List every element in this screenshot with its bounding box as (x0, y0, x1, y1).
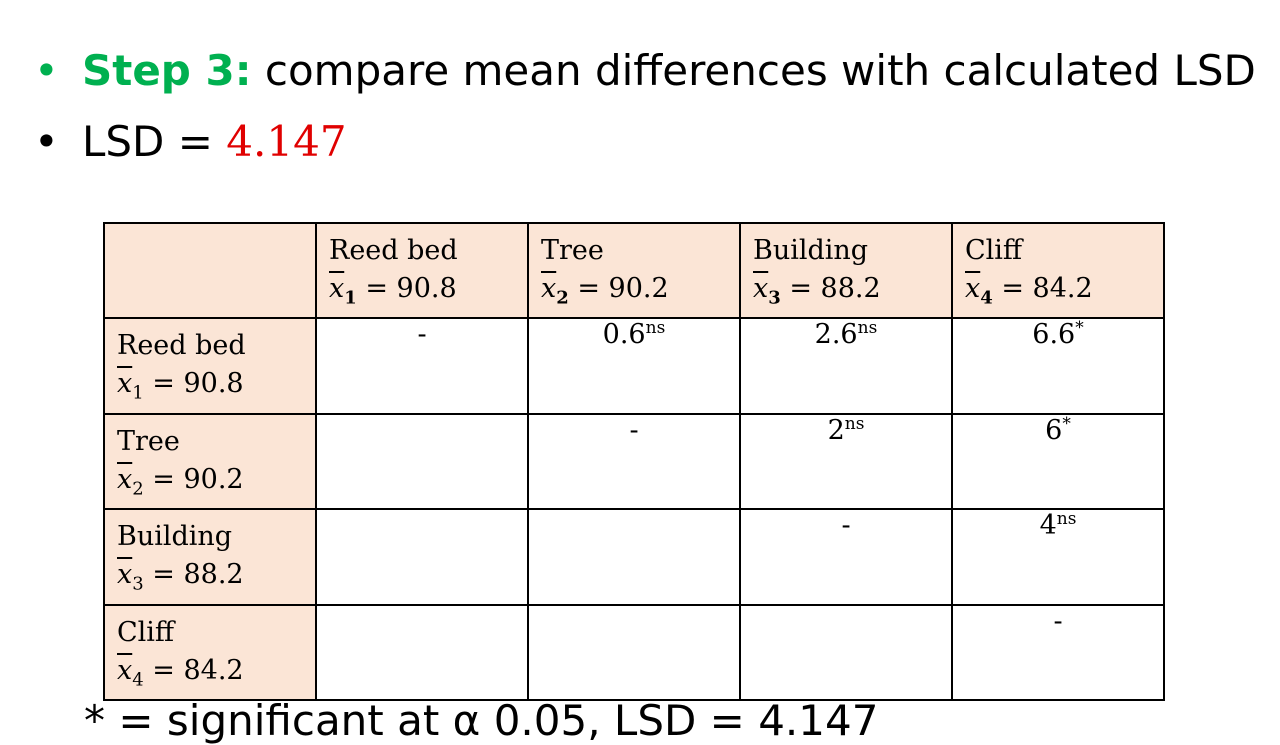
row-name: Reed bed (117, 330, 246, 362)
lsd-value: 4.147 (226, 117, 347, 166)
value-cell: 2.6ns (739, 317, 953, 415)
table-row: Reed bed x1 = 90.8 - 0.6ns 2.6ns 6.6* (103, 317, 1165, 415)
row-mean: x2 = 90.2 (117, 463, 244, 500)
column-header: Tree x2 = 90.2 (527, 221, 741, 320)
bullet-icon: • (34, 117, 59, 166)
value-cell: - (739, 508, 953, 606)
row-header: Cliff x4 = 84.2 (103, 603, 317, 701)
value-cell: 0.6ns (527, 317, 741, 415)
step-text: compare mean differences with calculated… (251, 46, 1256, 95)
row-header: Tree x2 = 90.2 (103, 412, 317, 511)
column-mean: x1 = 90.8 (329, 273, 457, 309)
value-cell: - (951, 603, 1165, 701)
table-row: Cliff x4 = 84.2 - (103, 603, 1165, 701)
row-mean: x1 = 90.8 (117, 368, 244, 404)
value-cell: - (315, 317, 529, 415)
column-mean: x3 = 88.2 (753, 273, 881, 309)
column-name: Cliff (965, 235, 1023, 266)
value-cell (315, 508, 529, 606)
corner-cell (103, 221, 317, 320)
column-name: Building (753, 235, 869, 266)
bullet-icon: • (34, 46, 59, 95)
table-header-row: Reed bed x1 = 90.8 Tree x2 = 90.2 Building… (103, 221, 1165, 320)
value-cell: - (527, 412, 741, 511)
column-mean: x4 = 84.2 (965, 273, 1093, 309)
column-mean: x2 = 90.2 (541, 273, 669, 309)
row-mean: x4 = 84.2 (117, 654, 244, 690)
column-header: Cliff x4 = 84.2 (951, 221, 1165, 320)
column-name: Tree (541, 235, 604, 266)
row-name: Building (117, 521, 233, 553)
value-cell: 2ns (739, 412, 953, 511)
row-name: Cliff (117, 616, 175, 648)
value-cell (315, 412, 529, 511)
value-cell (527, 603, 741, 701)
value-cell (315, 603, 529, 701)
value-cell: 6* (951, 412, 1165, 511)
row-mean: x3 = 88.2 (117, 559, 244, 595)
column-name: Reed bed (329, 235, 458, 266)
step-bullet: • Step 3: compare mean differences with c… (34, 50, 1256, 92)
lsd-label: LSD = (82, 117, 227, 166)
column-header: Building x3 = 88.2 (739, 221, 953, 320)
lsd-bullet: • LSD = 4.147 (34, 121, 347, 163)
table-row: Tree x2 = 90.2 - 2ns 6* (103, 412, 1165, 511)
significance-footnote: * = significant at α 0.05, LSD = 4.147 (84, 696, 879, 745)
value-cell: 4ns (951, 508, 1165, 606)
row-name: Tree (117, 425, 180, 457)
row-header: Building x3 = 88.2 (103, 508, 317, 606)
step-label: Step 3: (82, 46, 252, 95)
value-cell (739, 603, 953, 701)
value-cell (527, 508, 741, 606)
column-header: Reed bed x1 = 90.8 (315, 221, 529, 320)
row-header: Reed bed x1 = 90.8 (103, 317, 317, 415)
mean-difference-table: Reed bed x1 = 90.8 Tree x2 = 90.2 Building… (103, 221, 1165, 701)
value-cell: 6.6* (951, 317, 1165, 415)
table-row: Building x3 = 88.2 - 4ns (103, 508, 1165, 606)
